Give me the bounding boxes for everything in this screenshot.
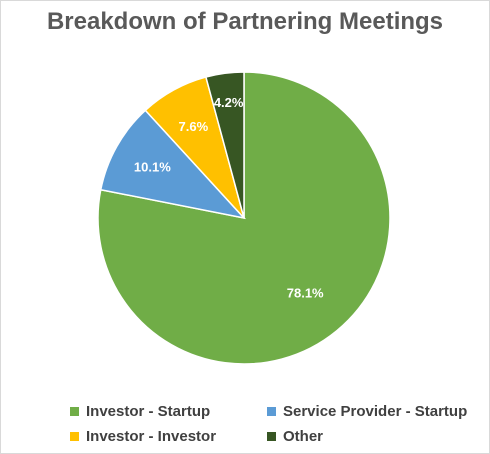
chart-title: Breakdown of Partnering Meetings xyxy=(46,8,444,35)
pie-slice xyxy=(204,71,245,219)
pie-slice xyxy=(99,109,247,220)
data-label: 7.6% xyxy=(179,119,209,134)
data-label: 78.1% xyxy=(287,285,324,300)
data-label: 4.2% xyxy=(214,95,244,110)
data-label: 10.1% xyxy=(134,159,171,174)
